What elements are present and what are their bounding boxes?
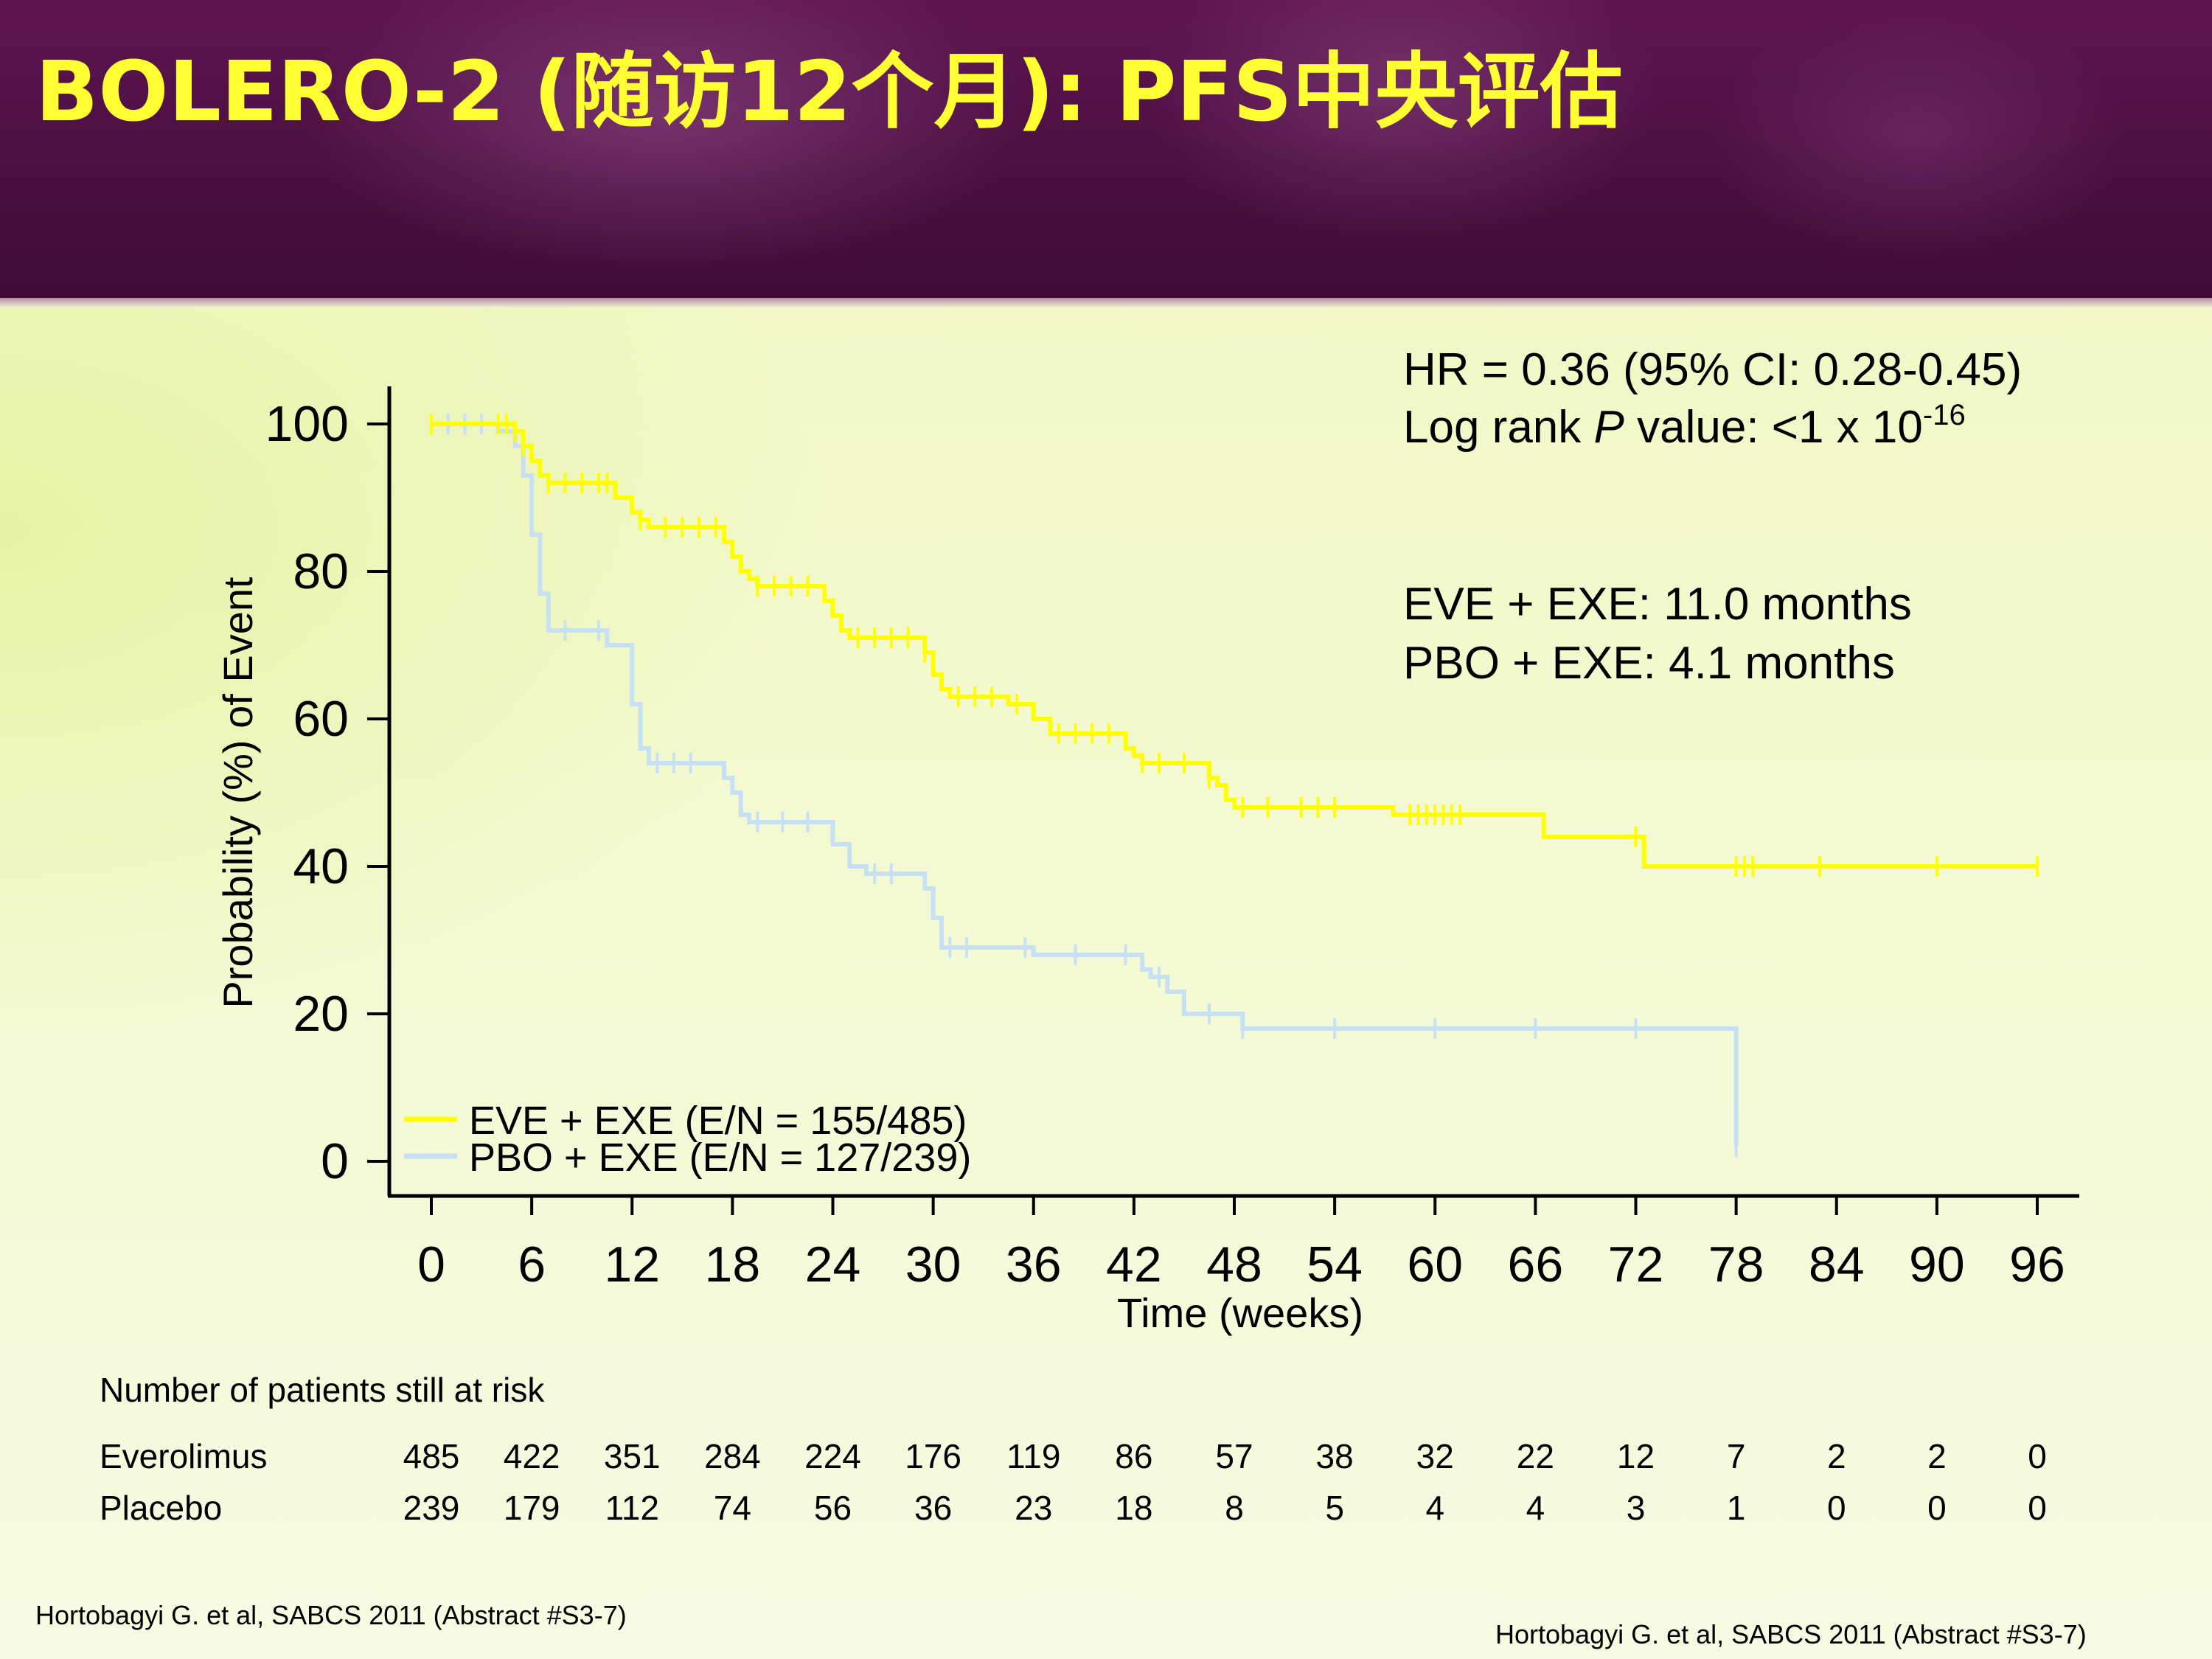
x-tick-label-84: 84 bbox=[1809, 1237, 1865, 1293]
risk-cell-placebo-36: 23 bbox=[1015, 1489, 1053, 1527]
series-line-1 bbox=[431, 422, 1739, 1147]
risk-cell-everolimus-54: 38 bbox=[1315, 1437, 1354, 1475]
x-tick-label-48: 48 bbox=[1206, 1237, 1262, 1293]
x-tick-label-12: 12 bbox=[604, 1237, 660, 1293]
x-tick-label-54: 54 bbox=[1307, 1237, 1363, 1293]
y-tick-label-80: 80 bbox=[293, 543, 349, 599]
risk-cell-placebo-12: 112 bbox=[605, 1489, 659, 1527]
risk-cell-placebo-6: 179 bbox=[503, 1489, 560, 1527]
logrank-annotation: Log rank P value: <1 x 10-16 bbox=[1403, 399, 1966, 453]
risk-cell-everolimus-6: 422 bbox=[503, 1437, 560, 1475]
y-axis-title: Probability (%) of Event bbox=[215, 577, 261, 1009]
risk-cell-placebo-72: 3 bbox=[1626, 1489, 1646, 1527]
median-pbo-annotation: PBO + EXE: 4.1 months bbox=[1403, 638, 1895, 689]
risk-cell-placebo-24: 56 bbox=[813, 1489, 852, 1527]
risk-row-label-placebo: Placebo bbox=[100, 1489, 223, 1527]
legend-label-0: EVE + EXE (E/N = 155/485) bbox=[469, 1099, 967, 1143]
risk-cell-everolimus-72: 12 bbox=[1616, 1437, 1655, 1475]
hr-annotation: HR = 0.36 (95% CI: 0.28-0.45) bbox=[1403, 344, 2022, 395]
risk-cell-everolimus-60: 32 bbox=[1416, 1437, 1454, 1475]
risk-cell-placebo-60: 4 bbox=[1425, 1489, 1445, 1527]
banner-divider bbox=[0, 298, 2212, 308]
y-tick-label-20: 20 bbox=[293, 986, 349, 1042]
risk-cell-everolimus-90: 2 bbox=[1927, 1437, 1947, 1475]
risk-cell-placebo-54: 5 bbox=[1325, 1489, 1344, 1527]
risk-cell-everolimus-36: 119 bbox=[1006, 1437, 1061, 1475]
risk-cell-placebo-30: 36 bbox=[914, 1489, 953, 1527]
risk-cell-placebo-18: 74 bbox=[713, 1489, 751, 1527]
risk-cell-everolimus-0: 485 bbox=[403, 1437, 460, 1475]
risk-cell-placebo-42: 18 bbox=[1115, 1489, 1153, 1527]
legend-label-1: PBO + EXE (E/N = 127/239) bbox=[469, 1135, 971, 1180]
risk-cell-everolimus-66: 22 bbox=[1516, 1437, 1554, 1475]
y-tick-label-0: 0 bbox=[321, 1133, 349, 1189]
x-tick-label-66: 66 bbox=[1508, 1237, 1564, 1293]
series-line-0 bbox=[431, 422, 2037, 869]
footnote-right: Hortobagyi G. et al, SABCS 2011 (Abstrac… bbox=[1495, 1619, 2087, 1649]
x-axis-title: Time (weeks) bbox=[1117, 1290, 1363, 1336]
risk-cell-everolimus-30: 176 bbox=[905, 1437, 961, 1475]
x-tick-label-60: 60 bbox=[1407, 1237, 1463, 1293]
x-tick-label-24: 24 bbox=[805, 1237, 861, 1293]
x-tick-label-78: 78 bbox=[1708, 1237, 1764, 1293]
risk-cell-everolimus-96: 0 bbox=[2028, 1437, 2047, 1475]
risk-cell-everolimus-48: 57 bbox=[1215, 1437, 1253, 1475]
slide-title: BOLERO-2 (随访12个月): PFS中央评估 bbox=[35, 44, 1623, 140]
risk-cell-everolimus-24: 224 bbox=[804, 1437, 861, 1475]
footnote-left: Hortobagyi G. et al, SABCS 2011 (Abstrac… bbox=[35, 1600, 627, 1630]
x-tick-label-18: 18 bbox=[705, 1237, 761, 1293]
risk-cell-placebo-96: 0 bbox=[2028, 1489, 2047, 1527]
median-eve-annotation: EVE + EXE: 11.0 months bbox=[1403, 579, 1912, 630]
risk-cell-placebo-0: 239 bbox=[403, 1489, 460, 1527]
x-tick-label-30: 30 bbox=[905, 1237, 961, 1293]
risk-cell-everolimus-12: 351 bbox=[603, 1437, 661, 1475]
x-tick-label-90: 90 bbox=[1909, 1237, 1965, 1293]
content-background bbox=[0, 308, 2212, 1659]
x-tick-label-96: 96 bbox=[2009, 1237, 2065, 1293]
risk-cell-everolimus-78: 7 bbox=[1726, 1437, 1746, 1475]
x-tick-label-0: 0 bbox=[417, 1237, 445, 1293]
risk-table-header: Number of patients still at risk bbox=[100, 1371, 545, 1409]
risk-cell-placebo-78: 1 bbox=[1726, 1489, 1746, 1527]
risk-cell-placebo-66: 4 bbox=[1526, 1489, 1545, 1527]
x-tick-label-6: 6 bbox=[518, 1237, 546, 1293]
risk-cell-placebo-48: 8 bbox=[1225, 1489, 1244, 1527]
risk-cell-placebo-90: 0 bbox=[1927, 1489, 1947, 1527]
risk-cell-everolimus-18: 284 bbox=[704, 1437, 761, 1475]
risk-cell-everolimus-42: 86 bbox=[1115, 1437, 1153, 1475]
risk-cell-everolimus-84: 2 bbox=[1826, 1437, 1846, 1475]
y-tick-label-40: 40 bbox=[293, 838, 349, 894]
x-tick-label-42: 42 bbox=[1106, 1237, 1162, 1293]
x-tick-label-36: 36 bbox=[1006, 1237, 1062, 1293]
risk-row-label-everolimus: Everolimus bbox=[100, 1437, 268, 1475]
y-tick-label-60: 60 bbox=[293, 691, 349, 747]
y-tick-label-100: 100 bbox=[265, 396, 349, 452]
title-banner bbox=[0, 0, 2212, 302]
x-tick-label-72: 72 bbox=[1608, 1237, 1664, 1293]
risk-cell-placebo-84: 0 bbox=[1826, 1489, 1846, 1527]
